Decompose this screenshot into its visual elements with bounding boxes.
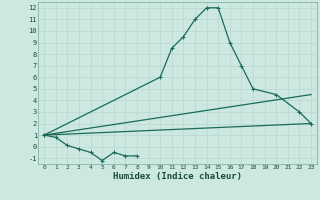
X-axis label: Humidex (Indice chaleur): Humidex (Indice chaleur) <box>113 172 242 181</box>
